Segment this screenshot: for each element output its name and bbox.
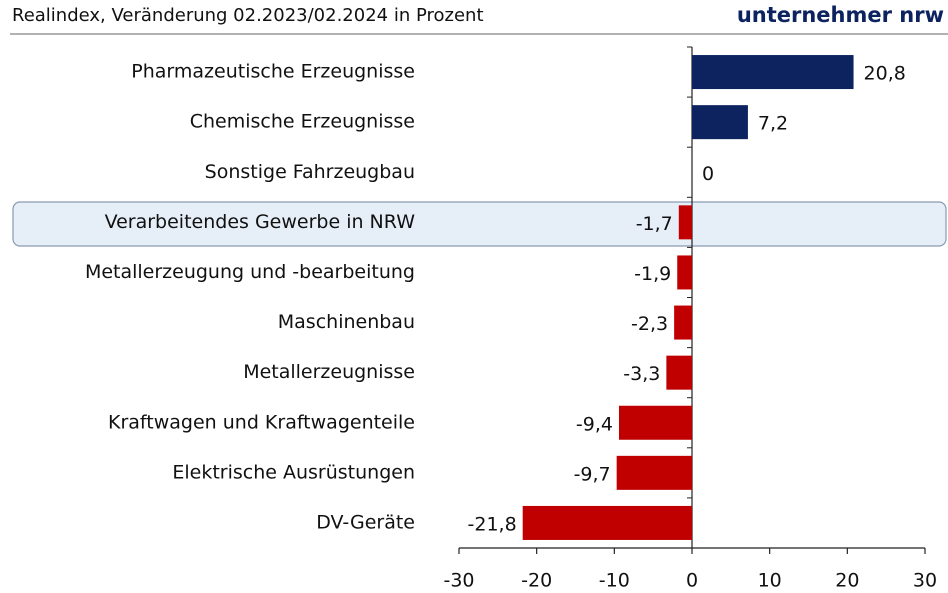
value-label: -9,7 — [574, 463, 611, 485]
y-tick-label: Kraftwagen und Kraftwagenteile — [108, 411, 415, 433]
y-tick-label: Sonstige Fahrzeugbau — [205, 161, 415, 183]
bar — [692, 55, 854, 90]
y-tick-label: Pharmazeutische Erzeugnisse — [131, 61, 415, 83]
y-tick-label: Metallerzeugung und -bearbeitung — [85, 261, 415, 283]
bar — [616, 455, 692, 490]
bar — [666, 355, 692, 390]
bar — [678, 205, 692, 240]
x-tick-label: -30 — [443, 570, 474, 592]
y-tick-label: Elektrische Ausrüstungen — [172, 461, 415, 483]
brand-logo: unternehmer nrw — [737, 3, 944, 27]
bar — [618, 405, 692, 440]
x-tick-label: 20 — [835, 570, 859, 592]
value-label: -1,9 — [634, 263, 671, 285]
value-label: -3,3 — [623, 363, 660, 385]
y-tick-label: Metallerzeugnisse — [243, 361, 415, 383]
y-tick-label: DV-Geräte — [316, 511, 415, 533]
x-tick-label: 0 — [686, 570, 698, 592]
bar — [522, 505, 692, 540]
value-label: -21,8 — [468, 513, 517, 535]
bar — [692, 105, 748, 140]
bar — [674, 305, 692, 340]
bar — [677, 255, 692, 290]
y-tick-label: Maschinenbau — [278, 311, 415, 333]
y-tick-label: Verarbeitendes Gewerbe in NRW — [105, 211, 416, 233]
value-label: -9,4 — [576, 413, 613, 435]
chart-title: Realindex, Veränderung 02.2023/02.2024 i… — [12, 5, 484, 26]
x-tick-label: -10 — [599, 570, 630, 592]
x-tick-label: 30 — [913, 570, 937, 592]
value-label: 0 — [702, 163, 714, 185]
highlight-row — [12, 201, 947, 247]
value-label: 20,8 — [864, 63, 906, 85]
x-tick-label: 10 — [758, 570, 782, 592]
value-label: 7,2 — [758, 113, 788, 135]
value-label: -2,3 — [631, 313, 668, 335]
x-tick-label: -20 — [521, 570, 552, 592]
value-label: -1,7 — [636, 213, 673, 235]
y-tick-label: Chemische Erzeugnisse — [190, 111, 415, 133]
